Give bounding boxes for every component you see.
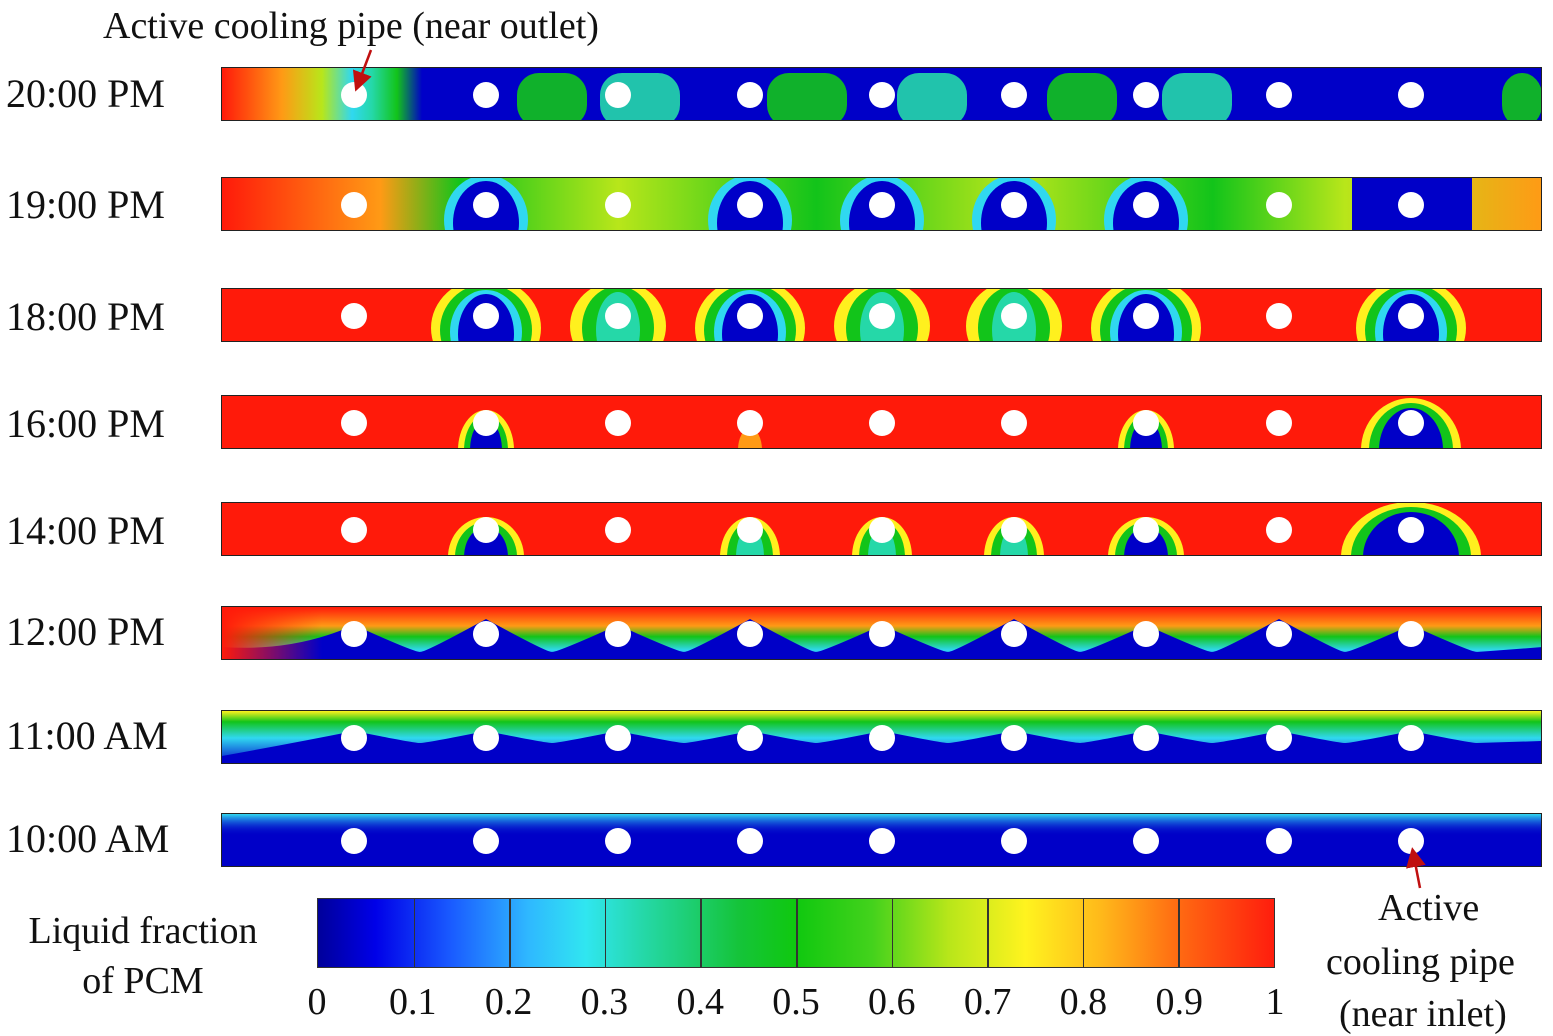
contour-strip-20 [221, 67, 1542, 121]
colorbar-tick-label: 0.8 [1059, 981, 1108, 1023]
colorbar-tick-label: 0.1 [389, 981, 437, 1023]
outlet-pipe-annotation: Active cooling pipe (near outlet) [103, 5, 599, 47]
contour-strip-16 [221, 395, 1542, 449]
contour-16 [222, 396, 1541, 448]
contour-11 [222, 711, 1541, 763]
colorbar-tick-label: 0.9 [1155, 981, 1203, 1023]
colorbar-tick-label: 0.5 [772, 981, 820, 1023]
contour-18 [222, 289, 1541, 341]
colorbar-tick-label: 0.7 [963, 981, 1012, 1023]
inlet-pipe-annotation-line3: (near inlet) [1339, 993, 1507, 1035]
colorbar-tick-label: 0.3 [580, 981, 629, 1023]
time-label-20: 20:00 PM [6, 71, 165, 116]
contour-strip-18 [221, 288, 1542, 342]
time-label-18: 18:00 PM [6, 294, 165, 339]
colorbar [317, 898, 1275, 968]
contour-19 [222, 178, 1541, 230]
contour-strip-14 [221, 502, 1542, 556]
time-label-12: 12:00 PM [6, 609, 165, 654]
contour-10 [222, 814, 1541, 866]
time-label-14: 14:00 PM [6, 508, 165, 553]
contour-strip-11 [221, 710, 1542, 764]
time-label-16: 16:00 PM [6, 401, 165, 446]
time-label-19: 19:00 PM [6, 182, 165, 227]
colorbar-tick-label: 1 [1265, 981, 1285, 1023]
colorbar-tick-label: 0.2 [484, 981, 533, 1023]
inlet-pipe-annotation-line1: Active [1378, 887, 1480, 929]
colorbar-tick-label: 0.4 [676, 981, 724, 1023]
contour-strip-12 [221, 606, 1542, 660]
colorbar-title: Liquid fraction of PCM [28, 910, 258, 1002]
time-label-11: 11:00 AM [6, 713, 168, 758]
colorbar-tick-label: 0.6 [868, 981, 916, 1023]
contour-strip-19 [221, 177, 1542, 231]
contour-20 [222, 68, 1541, 120]
contour-strip-10 [221, 813, 1542, 867]
contour-14 [222, 503, 1541, 555]
inlet-pipe-annotation-line2: cooling pipe [1326, 941, 1515, 983]
time-label-10: 10:00 AM [6, 816, 170, 861]
colorbar-tick-label: 0 [307, 981, 327, 1023]
contour-12 [222, 607, 1541, 659]
